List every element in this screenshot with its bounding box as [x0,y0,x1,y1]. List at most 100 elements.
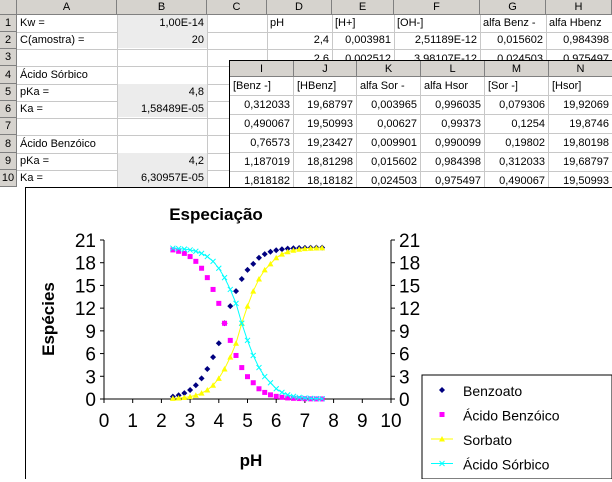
y-tick-label: 15 [75,276,96,297]
cell-a5[interactable]: pKa = [20,86,50,98]
cell-h3[interactable]: 0,975497 [563,53,609,60]
column-header-e[interactable]: E [332,0,394,15]
inner-cell[interactable]: 0,76573 [230,134,294,153]
row-header-4[interactable]: 4 [0,66,17,84]
cell-a8[interactable]: Ácido Benzóico [20,138,96,150]
row-header-6[interactable]: 6 [0,101,17,118]
cell-g1[interactable]: alfa Benz - [483,17,536,29]
cell-d2[interactable]: 2,4 [313,34,329,46]
row-header-9[interactable]: 9 [0,153,17,170]
inner-cell[interactable]: 19,23427 [294,134,357,153]
row-header-10[interactable]: 10 [0,170,17,187]
inner-cell[interactable]: 0,984398 [421,153,485,172]
row-header-3[interactable]: 3 [0,49,17,66]
inner-column-header-l[interactable]: L [421,61,485,77]
column-header-f[interactable]: F [394,0,480,15]
inner-cell[interactable]: 19,8746 [549,115,612,134]
cell-f3[interactable]: 3,98107E-12 [414,53,477,60]
inner-cell[interactable]: 0,312033 [230,96,294,115]
cell-d1[interactable]: pH [270,17,285,29]
cell-e3[interactable]: 0,002512 [345,53,391,60]
cell-b9[interactable]: 4,2 [188,155,204,167]
inner-header-cell[interactable]: alfa Sor - [357,77,421,96]
column-header-c[interactable]: C [207,0,267,15]
series-3 [170,245,325,402]
cell-d3[interactable]: 2,6 [313,53,329,60]
inner-cell[interactable]: 0,079306 [485,96,549,115]
data-point [273,247,280,254]
row-header-7[interactable]: 7 [0,118,17,135]
inner-cell[interactable]: 0,312033 [485,153,549,172]
inner-cell[interactable]: 19,68797 [549,153,612,172]
inner-cell[interactable]: 0,00627 [357,115,421,134]
inner-column-header-i[interactable]: I [230,61,294,77]
cell-a10[interactable]: Ka = [20,172,43,184]
inner-cell[interactable]: 0,990099 [421,134,485,153]
column-header-a[interactable]: A [17,0,117,15]
cell-a1[interactable]: Kw = [20,17,45,29]
cell-a4[interactable]: Ácido Sórbico [20,69,88,81]
inner-cell[interactable]: 0,996035 [421,96,485,115]
inner-header-cell[interactable]: [Benz -] [230,77,294,96]
cell-h2[interactable]: 0,984398 [563,34,609,46]
data-point [204,275,210,281]
cell-b2[interactable]: 20 [191,34,204,46]
data-point-cross [296,394,303,401]
column-header-b[interactable]: B [117,0,207,15]
cell-h1[interactable]: alfa Hbenz [549,17,602,29]
data-point [262,389,268,395]
cell-g3[interactable]: 0,024503 [497,53,543,60]
inner-cell[interactable]: 0,1254 [485,115,549,134]
inner-cell[interactable]: 0,19802 [485,134,549,153]
inner-cell[interactable]: 0,009901 [357,134,421,153]
row-header-8[interactable]: 8 [0,135,17,153]
inner-column-header-k[interactable]: K [357,61,421,77]
x-tick-label: 9 [357,411,368,432]
cell-f2[interactable]: 2,51189E-12 [414,34,477,46]
inner-header-cell[interactable]: [HBenz] [294,77,357,96]
inner-cell[interactable]: 19,50993 [294,115,357,134]
cell-e2[interactable]: 0,003981 [345,34,391,46]
speciation-chart[interactable]: Especiação pH Espécies 0 0 3 3 6 6 9 9 12 12 15 15 1… [25,187,612,480]
overlapping-sheet-window[interactable]: I J K L M N [Benz -] [HBenz] alfa Sor - alf… [229,60,612,201]
inner-column-header-n[interactable]: N [549,61,612,77]
cell-b5[interactable]: 4,8 [188,86,204,98]
inner-header-cell[interactable]: [Sor -] [485,77,549,96]
column-header-d[interactable]: D [267,0,332,15]
inner-cell[interactable]: 19,80198 [549,134,612,153]
cell-a2[interactable]: C(amostra) = [20,34,85,46]
inner-cell[interactable]: 0,99373 [421,115,485,134]
column-header-h[interactable]: H [546,0,612,15]
select-all-corner[interactable] [0,0,17,15]
row-header-2[interactable]: 2 [0,32,17,49]
data-point [250,288,257,294]
inner-cell[interactable]: 1,187019 [230,153,294,172]
cell-b10[interactable]: 6,30957E-05 [141,172,204,184]
inner-column-header-j[interactable]: J [294,61,357,77]
data-point [307,245,314,251]
cell-a6[interactable]: Ka = [20,103,43,115]
inner-header-cell[interactable]: alfa Hsor [421,77,485,96]
inner-cell[interactable]: 18,81298 [294,153,357,172]
cell-b1[interactable]: 1,00E-14 [159,17,204,29]
cell-g2[interactable]: 0,015602 [497,34,543,46]
inner-cell[interactable]: 19,92069 [549,96,612,115]
inner-header-cell[interactable]: [Hsor] [549,77,612,96]
inner-cell[interactable]: 0,015602 [357,153,421,172]
inner-cell[interactable]: 0,003965 [357,96,421,115]
cell-f1[interactable]: [OH-] [397,17,424,29]
data-point-cross [244,337,251,344]
y-tick-label-right: 9 [399,322,410,343]
row-header-1[interactable]: 1 [0,15,17,32]
column-header-g[interactable]: G [480,0,546,15]
cell-e1[interactable]: [H+] [335,17,356,29]
row-header-5[interactable]: 5 [0,84,17,101]
inner-cell[interactable]: 19,68797 [294,96,357,115]
cell-a9[interactable]: pKa = [20,155,50,167]
chart-title: Especiação [169,205,263,224]
inner-column-header-m[interactable]: M [485,61,549,77]
cell-b6[interactable]: 1,58489E-05 [141,103,204,115]
x-tick-label: 2 [156,411,167,432]
inner-cell[interactable]: 0,490067 [230,115,294,134]
data-point [245,374,250,380]
